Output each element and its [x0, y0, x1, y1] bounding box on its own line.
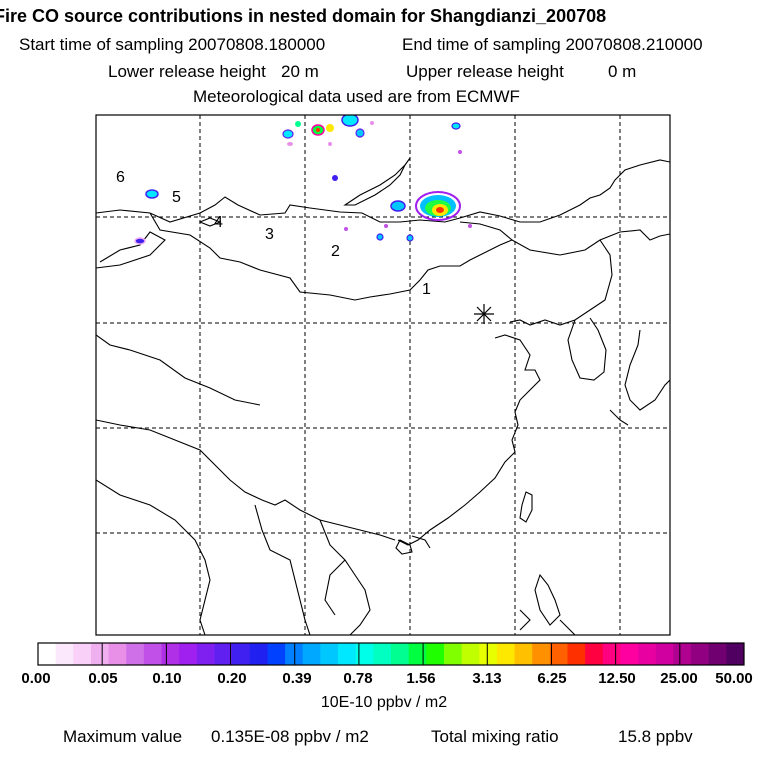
cluster-label-6: 6 [116, 169, 125, 186]
upper-release-value: 0 m [608, 62, 637, 81]
colorbar-tick-label: 25.00 [660, 670, 698, 687]
lower-release-label: Lower release height [108, 62, 266, 81]
cluster-labels: 1 2 3 4 5 6 [116, 169, 431, 298]
total-mixing-value: 15.8 ppbv [618, 727, 693, 746]
colorbar-swatch [532, 643, 551, 665]
max-value-label: Maximum value [63, 727, 183, 746]
colorbar-swatch [38, 643, 57, 665]
cluster-label-2: 2 [331, 243, 340, 260]
plot-title: Fire CO source contributions in nested d… [0, 6, 607, 26]
fire-plumes [134, 115, 472, 245]
end-time-text: End time of sampling 20070808.210000 [402, 35, 703, 54]
colorbar-swatch [496, 643, 516, 665]
colorbar-swatch [391, 643, 410, 665]
colorbar-swatch [267, 643, 286, 665]
colorbar-swatch [373, 643, 392, 665]
cluster-label-3: 3 [265, 226, 274, 243]
cluster-label-4: 4 [214, 214, 223, 231]
colorbar-swatch [602, 643, 621, 665]
colorbar-swatch [285, 643, 304, 665]
upper-release-label: Upper release height [406, 62, 564, 81]
colorbar-tick-label: 0.78 [343, 670, 373, 687]
colorbar-swatch [655, 643, 674, 665]
cluster-label-5: 5 [172, 189, 181, 206]
colorbar-swatch [179, 643, 198, 665]
start-time-text: Start time of sampling 20070808.180000 [19, 35, 326, 54]
colorbar-swatch [108, 643, 127, 665]
colorbar-tick-label: 0.20 [217, 670, 247, 687]
colorbar-swatch [214, 643, 233, 665]
cluster-label-1: 1 [422, 281, 431, 298]
colorbar-tick-label: 0.39 [282, 670, 312, 687]
colorbar-swatch [443, 643, 463, 665]
colorbar-swatch [126, 643, 145, 665]
colorbar-tick-label: 3.13 [472, 670, 502, 687]
total-mixing-label: Total mixing ratio [431, 727, 559, 746]
coastlines-borders [96, 157, 670, 635]
colorbar-tick-label: 0.00 [21, 670, 51, 687]
colorbar-swatch [426, 643, 445, 665]
colorbar-tick-label: 0.10 [152, 670, 182, 687]
colorbar-swatch [55, 643, 74, 665]
lat-lon-grid [96, 115, 670, 635]
colorbar-swatch [196, 643, 215, 665]
colorbar-tick-label: 12.50 [598, 670, 636, 687]
map-frame [95, 114, 671, 636]
colorbar-swatch [338, 643, 357, 665]
colorbar-swatch [567, 643, 586, 665]
colorbar-swatch [549, 643, 568, 665]
colorbar-swatch [620, 643, 639, 665]
receptor-marker [474, 304, 494, 324]
colorbar-swatch [408, 643, 427, 665]
colorbar-swatch [161, 643, 180, 665]
met-data-text: Meteorological data used are from ECMWF [193, 87, 520, 106]
colorbar-swatch [585, 643, 604, 665]
colorbar-swatch [73, 643, 92, 665]
colorbar-swatch [708, 643, 727, 665]
colorbar-unit: 10E-10 ppbv / m2 [320, 694, 448, 711]
colorbar-swatch [479, 643, 498, 665]
colorbar-swatch [461, 643, 480, 665]
colorbar-swatch [302, 643, 321, 665]
colorbar [37, 642, 745, 666]
colorbar-swatch [726, 643, 745, 665]
colorbar-swatch [249, 643, 268, 665]
colorbar-swatch [320, 643, 339, 665]
map-layers [96, 115, 670, 635]
colorbar-tick-label: 50.00 [715, 670, 753, 687]
colorbar-tick-label: 0.05 [88, 670, 118, 687]
colorbar-tick-label: 6.25 [537, 670, 567, 687]
colorbar-swatch [232, 643, 251, 665]
max-value: 0.135E-08 ppbv / m2 [211, 727, 369, 746]
colorbar-border [37, 642, 745, 666]
colorbar-swatch [638, 643, 657, 665]
colorbar-swatch [673, 643, 692, 665]
colorbar-swatch [514, 643, 533, 665]
colorbar-swatch [691, 643, 710, 665]
colorbar-swatch [355, 643, 374, 665]
lower-release-value: 20 m [281, 62, 319, 81]
colorbar-tick-label: 1.56 [406, 670, 436, 687]
colorbar-swatch [143, 643, 163, 665]
colorbar-swatch [90, 643, 110, 665]
